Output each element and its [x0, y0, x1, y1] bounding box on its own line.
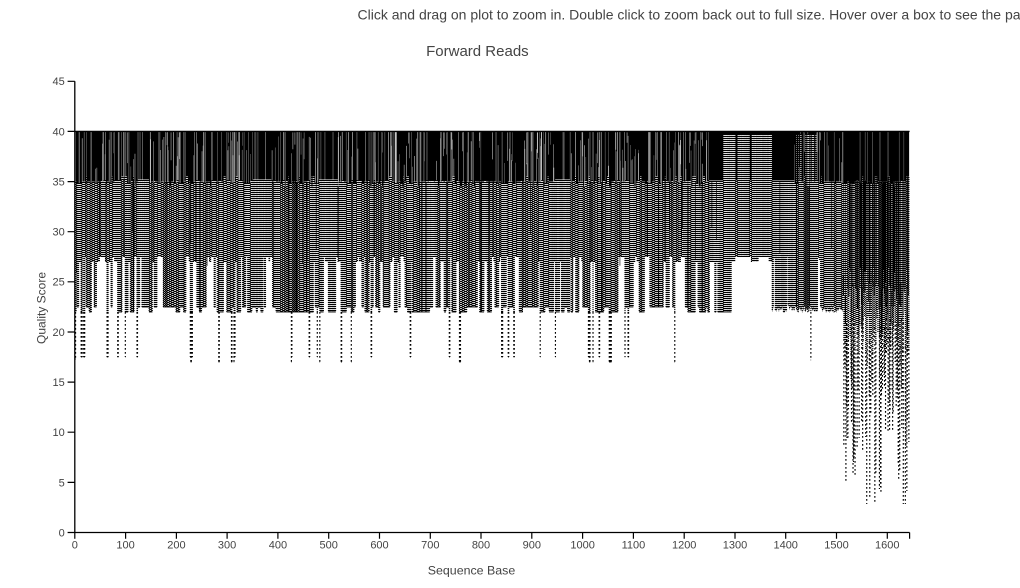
svg-text:35: 35: [53, 177, 65, 189]
svg-text:0: 0: [59, 527, 65, 539]
svg-text:45: 45: [53, 76, 65, 88]
svg-text:1400: 1400: [773, 540, 797, 552]
svg-text:1100: 1100: [622, 540, 646, 552]
svg-text:Click and drag on plot to zoom: Click and drag on plot to zoom in. Doubl…: [358, 7, 1020, 23]
svg-text:400: 400: [269, 540, 287, 552]
svg-text:800: 800: [472, 540, 490, 552]
svg-text:Quality Score: Quality Score: [35, 272, 49, 344]
svg-text:20: 20: [53, 327, 65, 339]
svg-text:1600: 1600: [875, 540, 899, 552]
svg-text:Forward Reads: Forward Reads: [426, 43, 529, 60]
svg-text:15: 15: [53, 377, 65, 389]
svg-text:500: 500: [320, 540, 338, 552]
svg-text:200: 200: [167, 540, 185, 552]
svg-text:Sequence Base: Sequence Base: [428, 564, 516, 578]
svg-text:30: 30: [53, 227, 65, 239]
svg-text:900: 900: [523, 540, 541, 552]
svg-text:1500: 1500: [824, 540, 848, 552]
svg-text:10: 10: [53, 427, 65, 439]
svg-text:1000: 1000: [570, 540, 594, 552]
svg-text:40: 40: [53, 126, 65, 138]
svg-text:700: 700: [421, 540, 439, 552]
svg-text:25: 25: [53, 277, 65, 289]
svg-text:0: 0: [72, 540, 78, 552]
svg-text:100: 100: [116, 540, 134, 552]
svg-text:600: 600: [370, 540, 388, 552]
svg-text:300: 300: [218, 540, 236, 552]
svg-text:1200: 1200: [672, 540, 696, 552]
svg-text:1300: 1300: [723, 540, 747, 552]
svg-text:5: 5: [59, 477, 65, 489]
